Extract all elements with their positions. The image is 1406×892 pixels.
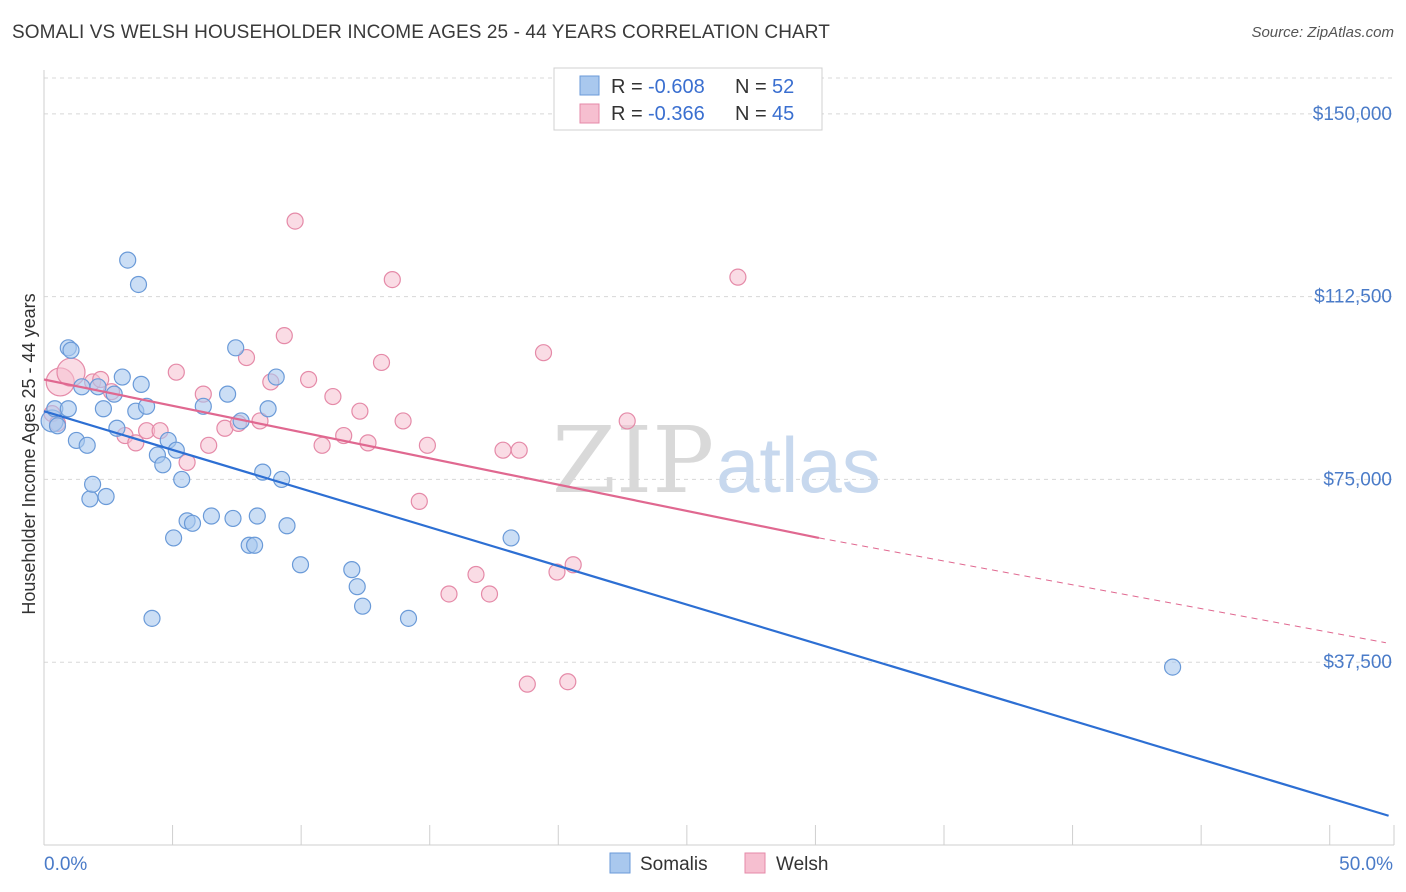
somali-point — [165, 529, 183, 547]
welsh-point — [467, 565, 485, 584]
welsh-point — [300, 370, 318, 389]
correlation-legend: R = -0.608 N = 52 R = -0.366 N = 45 — [553, 67, 823, 131]
bottom-legend-label-somalis: Somalis — [640, 854, 708, 875]
somali-point — [399, 609, 418, 627]
somali-point — [348, 578, 366, 596]
welsh-point — [518, 675, 536, 693]
welsh-point — [372, 353, 391, 372]
y-tick-labels: $37,500 $75,000 $112,500 $150,000 — [1313, 104, 1392, 673]
welsh-point — [200, 436, 218, 454]
welsh-point — [548, 563, 566, 581]
somali-point — [219, 385, 237, 403]
somali-point — [278, 517, 296, 535]
somali-point — [48, 417, 67, 435]
welsh-point — [383, 270, 401, 289]
legend-r-label-welsh: R = — [611, 103, 643, 125]
welsh-point — [494, 441, 512, 459]
chart-title: SOMALI VS WELSH HOUSEHOLDER INCOME AGES … — [12, 22, 830, 43]
legend-n-value-welsh: 45 — [772, 103, 794, 125]
somali-point — [248, 507, 266, 525]
grid-lines — [44, 77, 1394, 663]
somali-point — [129, 275, 148, 294]
somali-point — [1163, 658, 1182, 676]
welsh-point — [410, 492, 428, 510]
legend-swatch-somali — [579, 75, 600, 96]
welsh-point — [729, 268, 747, 286]
welsh-point — [359, 434, 377, 452]
somali-point — [259, 400, 277, 418]
legend-n-label-somali: N = — [735, 76, 767, 98]
legend-swatch-welsh — [579, 103, 600, 124]
axes — [43, 70, 1395, 846]
somali-point — [291, 556, 310, 574]
x-tick-label-1: 50.0% — [1339, 854, 1393, 875]
welsh-point — [286, 212, 304, 230]
somali-point — [132, 375, 150, 393]
bottom-legend-swatch-somalis — [609, 852, 631, 874]
y-tick-label-1: $75,000 — [1323, 469, 1392, 490]
somali-point — [154, 456, 172, 474]
welsh-point — [440, 585, 458, 603]
somali-point — [202, 507, 220, 525]
welsh-point — [559, 673, 577, 691]
y-axis-label: Householder Income Ages 25 - 44 years — [19, 293, 39, 614]
legend-r-label-somali: R = — [611, 76, 643, 98]
somali-point — [113, 368, 131, 386]
somali-point — [224, 509, 242, 528]
welsh-trend-line — [43, 378, 820, 540]
somali-point — [59, 400, 77, 418]
somali-point — [81, 490, 99, 508]
somali-point — [183, 514, 202, 532]
y-tick-label-3: $150,000 — [1313, 104, 1392, 125]
somali-point — [173, 470, 191, 489]
bottom-legend-label-welsh: Welsh — [776, 854, 828, 875]
somali-point — [119, 251, 137, 269]
somali-point — [502, 529, 520, 547]
y-tick-label-2: $112,500 — [1314, 287, 1392, 308]
legend-n-label-welsh: N = — [735, 103, 767, 125]
somali-point — [354, 597, 372, 615]
legend-n-value-somali: 52 — [772, 76, 794, 98]
welsh-point — [418, 436, 436, 454]
legend-r-value-welsh: -0.366 — [648, 103, 705, 125]
somali-point — [343, 561, 361, 579]
welsh-point — [534, 344, 553, 362]
somali-point — [267, 368, 285, 386]
bottom-legend-swatch-welsh — [744, 852, 766, 874]
welsh-point — [480, 585, 499, 603]
welsh-point — [618, 412, 636, 430]
watermark: ZIP atlas — [552, 407, 881, 514]
watermark-atlas: atlas — [716, 421, 881, 509]
welsh-trend-extension — [818, 537, 1386, 644]
somali-point — [62, 341, 80, 359]
series-legend: Somalis Welsh — [609, 852, 828, 875]
welsh-point — [510, 441, 528, 459]
somali-point — [83, 475, 102, 493]
welsh-point — [167, 363, 185, 381]
welsh-point — [324, 387, 342, 406]
welsh-point — [237, 348, 256, 367]
x-tick-label-0: 0.0% — [44, 854, 87, 875]
welsh-point — [394, 412, 412, 430]
somali-point — [78, 436, 96, 454]
welsh-point — [313, 436, 331, 454]
somali-trend-line — [43, 410, 1389, 817]
trend-lines — [43, 378, 1389, 817]
somali-point — [97, 487, 115, 506]
welsh-point — [275, 327, 293, 345]
somali-point — [246, 536, 264, 554]
somali-point — [94, 400, 113, 418]
legend-r-value-somali: -0.608 — [648, 76, 705, 98]
source-label: Source: ZipAtlas.com — [1251, 24, 1394, 41]
x-tick-labels: 0.0% 50.0% — [44, 854, 1393, 875]
y-tick-label-0: $37,500 — [1323, 652, 1392, 673]
somali-point — [227, 339, 245, 357]
somali-point — [143, 609, 161, 627]
welsh-point — [351, 402, 369, 420]
